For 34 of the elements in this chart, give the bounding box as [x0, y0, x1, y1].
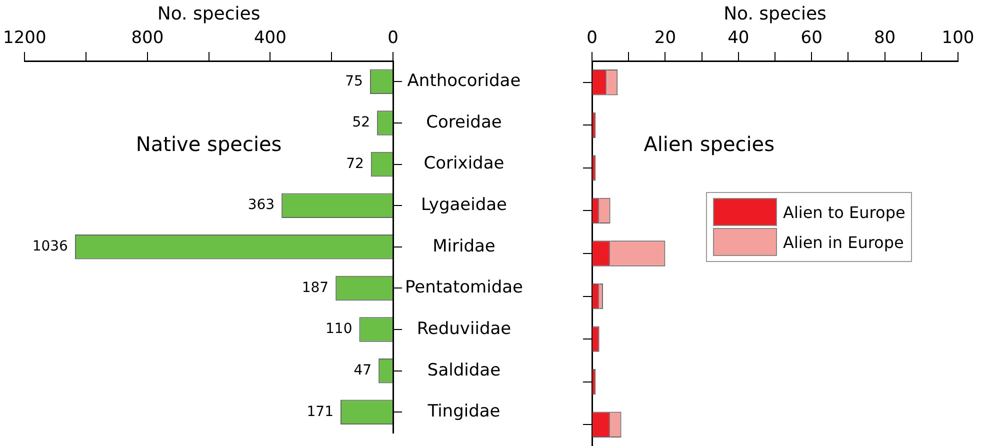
- data-label: 110: [326, 321, 352, 338]
- x-tick-label: 400: [254, 28, 286, 48]
- data-label: 72: [346, 156, 364, 172]
- y-tick-label: Pentatomidae: [404, 278, 523, 298]
- data-label: 47: [354, 362, 372, 378]
- x-tick-label: 60: [800, 28, 822, 48]
- x-axis-title: No. species: [724, 3, 826, 24]
- y-tick-label: Tingidae: [426, 402, 500, 422]
- legend-label: Alien in Europe: [783, 232, 904, 252]
- data-label: 75: [345, 73, 363, 90]
- y-tick-label: Reduviidae: [416, 318, 512, 339]
- y-tick-label: Saldidae: [427, 360, 501, 380]
- annotation: Native species: [136, 132, 282, 156]
- annotation: Alien species: [644, 132, 775, 156]
- data-label: 187: [302, 280, 329, 296]
- x-tick-label: 40: [728, 28, 750, 48]
- data-label: 1036: [32, 238, 68, 255]
- x-tick-label: 0: [388, 28, 398, 48]
- y-tick-label: Corixidae: [424, 154, 504, 174]
- x-tick-label: 0: [586, 28, 598, 48]
- x-tick-label: 800: [131, 28, 164, 48]
- x-tick-label: 100: [942, 28, 974, 48]
- x-axis-title: No. species: [157, 3, 260, 24]
- x-tick-label: 20: [654, 28, 676, 48]
- y-tick-label: Anthocoridae: [407, 71, 521, 92]
- y-tick-label: Coreidae: [426, 112, 502, 132]
- x-tick-label: 80: [874, 28, 896, 48]
- data-label: 363: [248, 197, 275, 214]
- x-tick-label: 1200: [3, 28, 46, 48]
- y-tick-label: Lygaeidae: [420, 195, 508, 216]
- y-tick-label: Miridae: [432, 236, 496, 256]
- data-label: 171: [306, 404, 334, 420]
- data-label: 52: [352, 114, 370, 131]
- legend-label: Alien to Europe: [783, 202, 906, 222]
